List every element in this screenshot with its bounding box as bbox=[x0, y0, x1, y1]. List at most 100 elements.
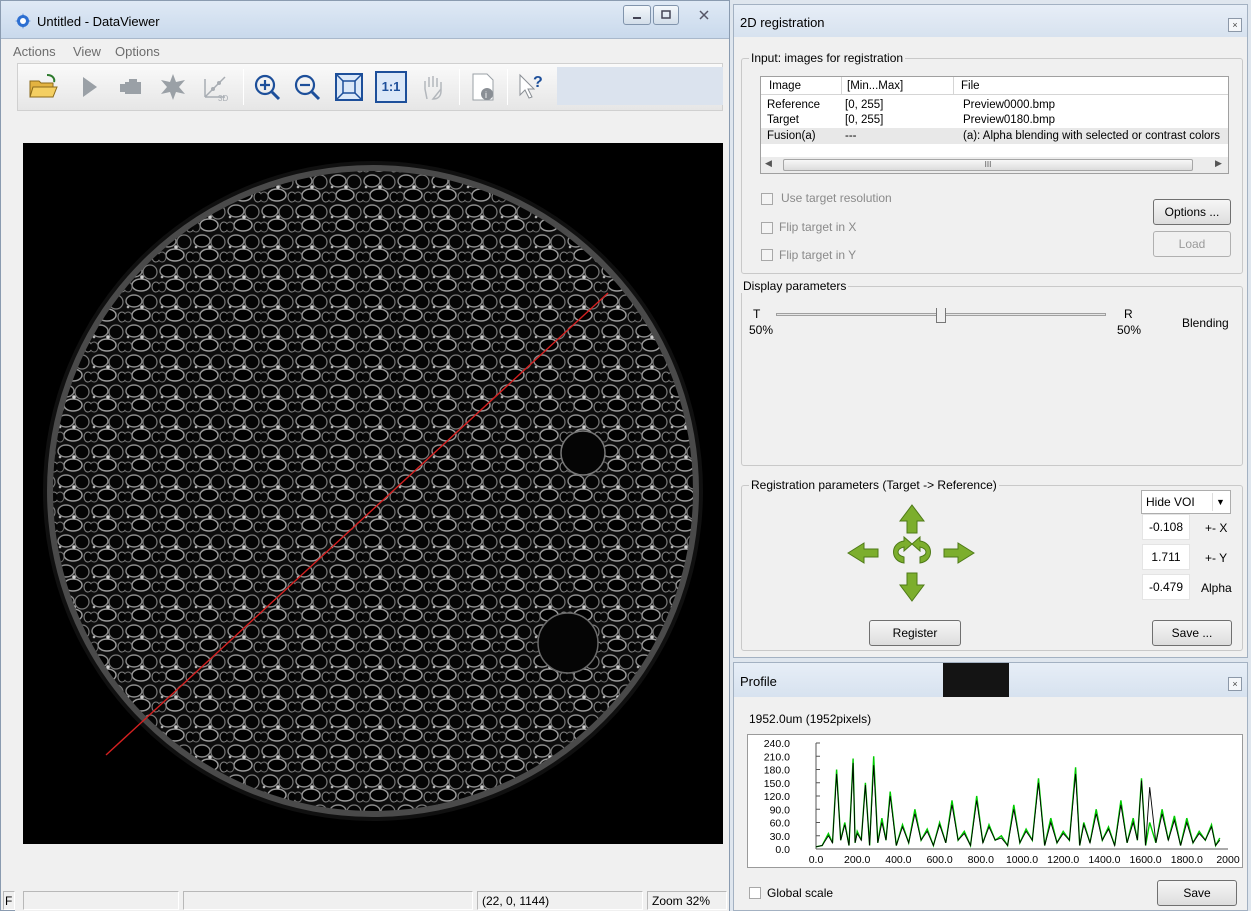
close-icon: × bbox=[1232, 20, 1238, 30]
menu-options[interactable]: Options bbox=[115, 44, 160, 59]
arrow-up-icon[interactable] bbox=[899, 504, 925, 534]
window-title: Untitled - DataViewer bbox=[37, 14, 160, 29]
profile-title: Profile bbox=[740, 674, 777, 689]
cell-range: [0, 255] bbox=[845, 114, 884, 126]
play-icon[interactable] bbox=[73, 71, 105, 103]
flip-y-checkbox[interactable] bbox=[761, 249, 773, 261]
3d-axes-icon[interactable]: 3D bbox=[199, 71, 231, 103]
open-folder-icon[interactable] bbox=[27, 71, 59, 103]
registration-title: 2D registration bbox=[740, 15, 825, 30]
horizontal-scrollbar[interactable]: ◀ III ▶ bbox=[761, 157, 1228, 173]
flip-x-checkbox[interactable] bbox=[761, 222, 773, 234]
column-divider bbox=[953, 77, 954, 95]
global-scale-checkbox[interactable] bbox=[749, 887, 761, 899]
x-tick-label: 1800.0 bbox=[1171, 854, 1203, 866]
status-coordinates: (22, 0, 1144) bbox=[477, 891, 643, 910]
cell-file: Preview0000.bmp bbox=[963, 99, 1056, 111]
x-tick-label: 2000 bbox=[1216, 854, 1240, 866]
y-tick-label: 180.0 bbox=[764, 765, 790, 777]
slider-left-value: 50% bbox=[749, 323, 774, 337]
flip-x-label: Flip target in X bbox=[779, 220, 857, 234]
x-tick-label: 1000.0 bbox=[1006, 854, 1038, 866]
profile-save-button[interactable]: Save bbox=[1157, 880, 1237, 906]
header-file[interactable]: File bbox=[961, 80, 980, 92]
arrow-right-icon[interactable] bbox=[943, 542, 975, 564]
offset-x-field[interactable]: -0.108 bbox=[1142, 514, 1190, 540]
x-tick-label: 800.0 bbox=[968, 854, 994, 866]
cell-range: --- bbox=[845, 130, 857, 142]
table-row-target[interactable]: Target [0, 255] Preview0180.bmp bbox=[761, 113, 1228, 129]
offset-y-unit: +- Y bbox=[1205, 551, 1228, 565]
scroll-thumb[interactable]: III bbox=[783, 159, 1193, 171]
minimize-button[interactable] bbox=[623, 5, 651, 25]
close-button[interactable] bbox=[683, 5, 725, 25]
voi-select[interactable]: Hide VOI ▼ bbox=[1141, 490, 1231, 514]
slider-thumb[interactable] bbox=[936, 308, 946, 323]
x-tick-label: 1600.0 bbox=[1130, 854, 1162, 866]
status-zoom: Zoom 32% bbox=[647, 891, 727, 910]
menu-bar: Actions View Options bbox=[9, 41, 723, 61]
maximize-button[interactable] bbox=[653, 5, 679, 25]
arrow-left-icon[interactable] bbox=[847, 542, 879, 564]
load-button[interactable]: Load bbox=[1153, 231, 1231, 257]
x-tick-label: 0.0 bbox=[809, 854, 824, 866]
zoom-in-icon[interactable] bbox=[251, 71, 283, 103]
scroll-right-icon[interactable]: ▶ bbox=[1215, 158, 1222, 168]
status-bar: F (22, 0, 1144) Zoom 32% bbox=[3, 889, 729, 911]
cell-file: Preview0180.bmp bbox=[963, 114, 1056, 126]
arrow-down-icon[interactable] bbox=[899, 572, 925, 602]
image-file-table[interactable]: Image [Min...Max] File Reference [0, 255… bbox=[760, 76, 1229, 174]
input-group bbox=[741, 58, 1243, 274]
global-scale-label: Global scale bbox=[767, 886, 834, 900]
register-button[interactable]: Register bbox=[869, 620, 961, 646]
image-viewport[interactable] bbox=[23, 143, 723, 844]
use-target-resolution-checkbox[interactable] bbox=[761, 193, 773, 205]
rotation-alpha-field[interactable]: -0.479 bbox=[1142, 574, 1190, 600]
chevron-down-icon[interactable]: ▼ bbox=[1212, 493, 1228, 511]
save-params-button[interactable]: Save ... bbox=[1152, 620, 1232, 646]
profile-line[interactable] bbox=[105, 292, 609, 756]
file-info-icon[interactable]: i bbox=[467, 71, 499, 103]
zoom-out-icon[interactable] bbox=[291, 71, 323, 103]
fit-window-icon[interactable] bbox=[333, 71, 365, 103]
y-tick-label: 120.0 bbox=[764, 791, 790, 803]
table-row-fusion[interactable]: Fusion(a) --- (a): Alpha blending with s… bbox=[761, 128, 1228, 144]
help-cursor-icon[interactable]: ? bbox=[515, 71, 547, 103]
camera-icon[interactable] bbox=[117, 71, 149, 103]
y-tick-label: 210.0 bbox=[764, 751, 790, 763]
y-tick-label: 240.0 bbox=[764, 738, 790, 750]
header-minmax[interactable]: [Min...Max] bbox=[847, 80, 904, 92]
rotate-cw-icon[interactable] bbox=[911, 535, 931, 564]
profile-close-button[interactable]: × bbox=[1228, 677, 1242, 691]
ct-slice-image[interactable] bbox=[23, 143, 723, 844]
registration-close-button[interactable]: × bbox=[1228, 18, 1242, 32]
menu-view[interactable]: View bbox=[73, 44, 101, 59]
use-target-resolution-label: Use target resolution bbox=[781, 191, 892, 205]
rotate-ccw-icon[interactable] bbox=[893, 535, 913, 564]
header-image[interactable]: Image bbox=[769, 80, 801, 92]
table-row-reference[interactable]: Reference [0, 255] Preview0000.bmp bbox=[761, 97, 1228, 113]
header-dark-patch bbox=[943, 663, 1009, 697]
offset-x-unit: +- X bbox=[1205, 521, 1228, 535]
profile-chart-svg: 240.0210.0180.0150.0120.090.060.030.00.0… bbox=[764, 738, 1240, 866]
offset-y-field[interactable]: 1.711 bbox=[1142, 544, 1190, 570]
maximize-icon bbox=[661, 10, 671, 19]
scroll-left-icon[interactable]: ◀ bbox=[765, 158, 772, 168]
x-tick-label: 1200.0 bbox=[1047, 854, 1079, 866]
params-group-title: Registration parameters (Target -> Refer… bbox=[749, 478, 999, 492]
flip-y-label: Flip target in Y bbox=[779, 248, 857, 262]
profile-chart[interactable]: 240.0 210.0 180.0 150.0 120.0 90.0 60.0 30.0 0.0… bbox=[747, 734, 1243, 868]
rotation-alpha-unit: Alpha bbox=[1201, 581, 1232, 595]
scroll-grip: III bbox=[984, 160, 992, 169]
pan-hand-icon[interactable] bbox=[417, 71, 449, 103]
close-icon: × bbox=[1232, 679, 1238, 689]
title-bar[interactable]: Untitled - DataViewer bbox=[1, 1, 729, 39]
x-tick-label: 200.0 bbox=[844, 854, 870, 866]
table-header: Image [Min...Max] File bbox=[761, 77, 1228, 95]
blending-slider[interactable] bbox=[776, 308, 1106, 326]
actual-size-icon[interactable]: 1:1 bbox=[375, 71, 407, 103]
y-tick-label: 150.0 bbox=[764, 778, 790, 790]
options-button[interactable]: Options ... bbox=[1153, 199, 1231, 225]
menu-actions[interactable]: Actions bbox=[13, 44, 56, 59]
burst-icon[interactable] bbox=[157, 71, 189, 103]
